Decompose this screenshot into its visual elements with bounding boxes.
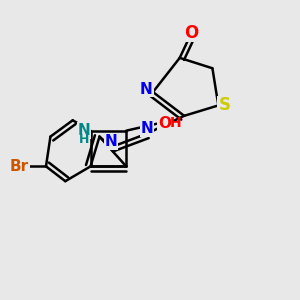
- Text: O: O: [158, 116, 171, 131]
- Text: O: O: [184, 24, 199, 42]
- Text: N: N: [140, 82, 153, 97]
- Text: H: H: [79, 133, 89, 146]
- Text: S: S: [218, 96, 230, 114]
- Text: N: N: [78, 123, 90, 138]
- Text: Br: Br: [10, 159, 29, 174]
- Text: N: N: [105, 134, 118, 149]
- Text: N: N: [141, 121, 153, 136]
- Text: H: H: [169, 116, 181, 130]
